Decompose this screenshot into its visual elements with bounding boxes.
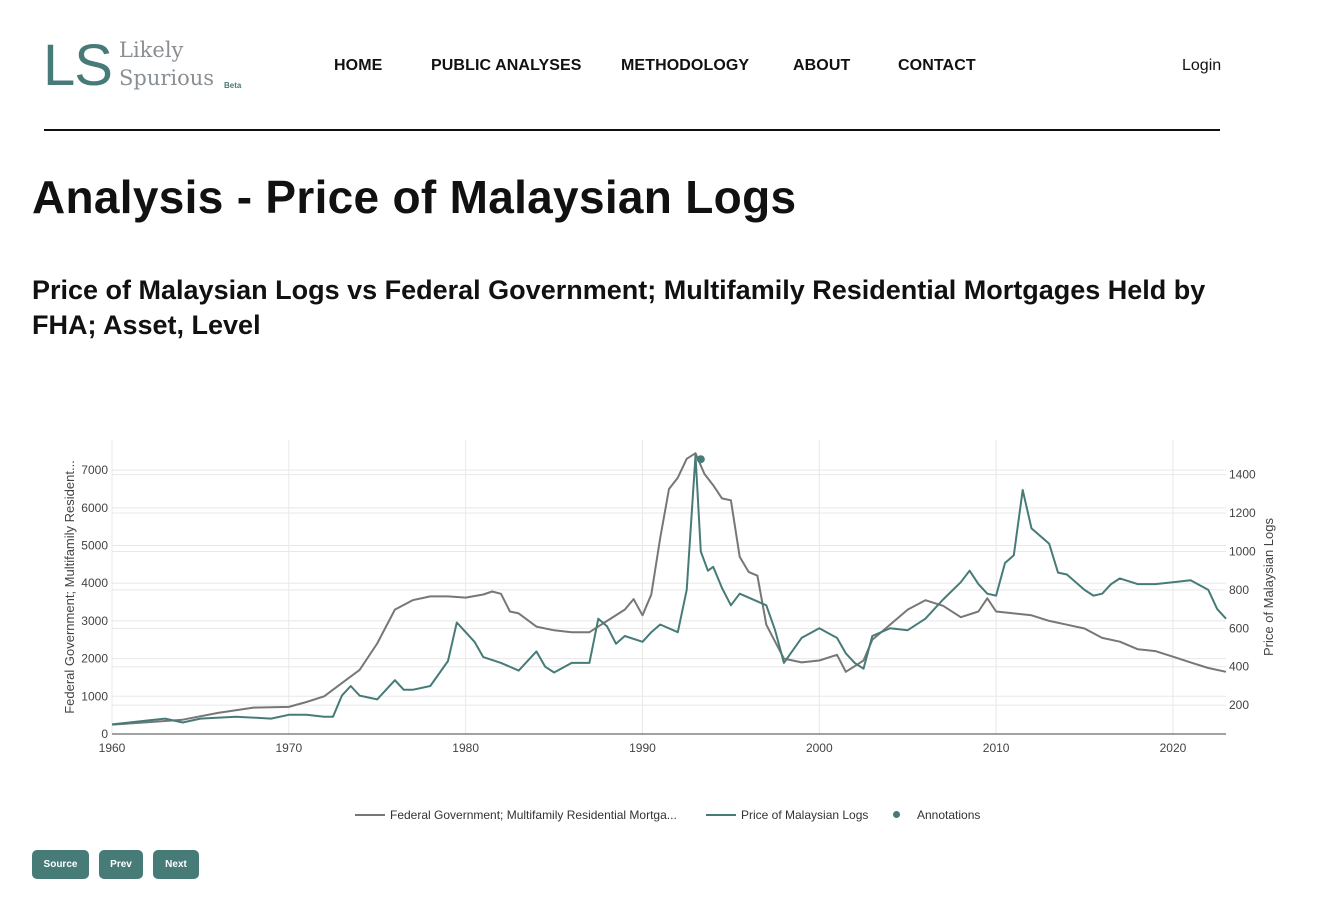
y-right-tick-label: 600 [1229, 621, 1249, 635]
y-right-axis-title: Price of Malaysian Logs [1261, 517, 1276, 656]
y-left-tick-label: 3000 [81, 614, 108, 628]
prev-button[interactable]: Prev [99, 850, 143, 879]
legend-dot-annotations [893, 811, 900, 818]
logo-word-spurious: Spurious [119, 66, 215, 90]
legend-label-annotations: Annotations [917, 808, 981, 822]
nav-methodology[interactable]: METHODOLOGY [621, 57, 750, 74]
legend-label-fha: Federal Government; Multifamily Resident… [390, 808, 677, 822]
source-button[interactable]: Source [32, 850, 89, 879]
y-left-tick-label: 7000 [81, 463, 108, 477]
y-left-tick-label: 5000 [81, 539, 108, 553]
x-tick-label: 1990 [629, 741, 656, 755]
y-left-axis-title: Federal Government; Multifamily Resident… [62, 460, 77, 714]
y-left-tick-label: 6000 [81, 501, 108, 515]
page-title: Analysis - Price of Malaysian Logs [32, 171, 797, 223]
x-tick-label: 1960 [99, 741, 126, 755]
y-right-tick-label: 200 [1229, 698, 1249, 712]
beta-badge: Beta [224, 81, 242, 90]
y-right-tick-label: 400 [1229, 660, 1249, 674]
series-line-fha [111, 452, 1227, 726]
nav-home[interactable]: HOME [334, 57, 383, 74]
y-right-tick-label: 1000 [1229, 544, 1256, 558]
y-left-tick-label: 4000 [81, 576, 108, 590]
nav-public-analyses[interactable]: PUBLIC ANALYSES [431, 57, 582, 74]
x-tick-label: 1970 [275, 741, 302, 755]
y-right-tick-label: 800 [1229, 583, 1249, 597]
header-divider [44, 129, 1220, 131]
x-tick-label: 1980 [452, 741, 479, 755]
chart-heading: Price of Malaysian Logs vs Federal Gover… [32, 275, 1206, 340]
x-tick-label: 2010 [983, 741, 1010, 755]
legend-swatch-logs [706, 814, 736, 816]
next-button[interactable]: Next [153, 850, 199, 879]
x-tick-label: 2020 [1160, 741, 1187, 755]
annotation-marker [696, 455, 705, 464]
nav-contact[interactable]: CONTACT [898, 57, 976, 74]
y-left-tick-label: 0 [101, 727, 108, 741]
legend-swatch-fha [355, 814, 385, 816]
logo-mark: LS [43, 33, 113, 98]
login-link[interactable]: Login [1182, 57, 1222, 74]
logo-word-likely: Likely [119, 38, 184, 62]
y-left-tick-label: 1000 [81, 689, 108, 703]
chart[interactable]: 1960 1970 1980 1990 2000 2010 2020 0 1000 2000 300… [0, 430, 1329, 760]
y-right-tick-label: 1400 [1229, 468, 1256, 482]
legend-label-logs: Price of Malaysian Logs [741, 808, 869, 822]
series-line-logs [111, 454, 1227, 726]
y-left-tick-label: 2000 [81, 652, 108, 666]
nav-about[interactable]: ABOUT [793, 57, 851, 74]
x-tick-label: 2000 [806, 741, 833, 755]
y-right-tick-label: 1200 [1229, 506, 1256, 520]
